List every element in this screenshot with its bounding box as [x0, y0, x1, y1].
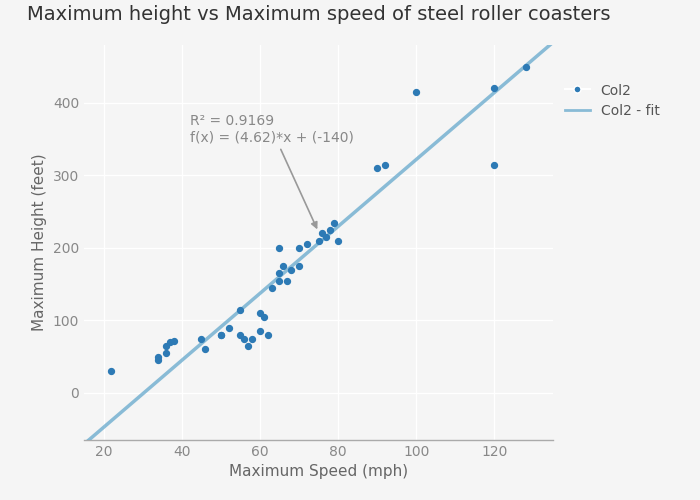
- Point: [321, 233, 332, 241]
- Point: [242, 342, 253, 350]
- Point: [372, 164, 383, 172]
- Point: [286, 266, 297, 274]
- Point: [328, 218, 339, 226]
- Point: [234, 306, 246, 314]
- Point: [164, 338, 176, 346]
- Point: [379, 160, 391, 168]
- Point: [262, 331, 273, 339]
- Point: [160, 349, 172, 357]
- Point: [274, 244, 285, 252]
- Point: [278, 262, 289, 270]
- Point: [254, 328, 265, 336]
- Text: R² = 0.9169
f(x) = (4.62)*x + (-140): R² = 0.9169 f(x) = (4.62)*x + (-140): [190, 114, 354, 228]
- Point: [274, 270, 285, 278]
- Y-axis label: Maximum Height (feet): Maximum Height (feet): [32, 154, 47, 332]
- Point: [195, 334, 207, 342]
- Point: [489, 84, 500, 92]
- Point: [281, 276, 293, 284]
- Point: [153, 356, 164, 364]
- Point: [301, 240, 312, 248]
- Point: [153, 352, 164, 360]
- Point: [317, 230, 328, 237]
- Point: [215, 331, 226, 339]
- Point: [489, 160, 500, 168]
- Point: [199, 346, 211, 354]
- X-axis label: Maximum Speed (mph): Maximum Speed (mph): [229, 464, 408, 479]
- Point: [325, 226, 336, 234]
- Point: [215, 331, 226, 339]
- Title: Maximum height vs Maximum speed of steel roller coasters: Maximum height vs Maximum speed of steel…: [27, 5, 610, 24]
- Point: [106, 367, 117, 375]
- Point: [332, 236, 344, 244]
- Point: [313, 236, 324, 244]
- Point: [266, 284, 277, 292]
- Point: [254, 309, 265, 317]
- Point: [293, 262, 304, 270]
- Point: [411, 88, 422, 96]
- Point: [239, 334, 250, 342]
- Point: [258, 313, 270, 321]
- Point: [234, 331, 246, 339]
- Point: [246, 334, 258, 342]
- Point: [168, 336, 179, 344]
- Point: [520, 62, 531, 70]
- Legend: Col2, Col2 - fit: Col2, Col2 - fit: [565, 84, 659, 118]
- Point: [223, 324, 235, 332]
- Point: [274, 276, 285, 284]
- Point: [160, 342, 172, 350]
- Point: [293, 244, 304, 252]
